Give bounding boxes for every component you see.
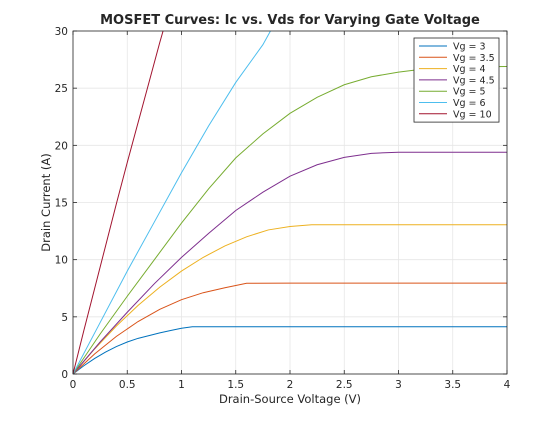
x-tick-label: 1 (178, 379, 185, 391)
legend-entry: Vg = 10 (453, 109, 492, 120)
series-line (72, 30, 164, 375)
x-tick-label: 3 (395, 379, 402, 391)
x-tick-label: 2.5 (336, 379, 353, 391)
x-tick-label: 1.5 (227, 379, 244, 391)
y-tick-label: 15 (55, 198, 68, 210)
y-tick-label: 20 (55, 140, 68, 152)
y-tick-label: 30 (55, 26, 68, 38)
legend-entry: Vg = 3 (453, 42, 486, 53)
y-tick-label: 25 (55, 83, 68, 95)
legend-entry: Vg = 4.5 (453, 75, 495, 86)
series-line (72, 224, 507, 375)
y-tick-label: 5 (61, 312, 68, 324)
chart-title: MOSFET Curves: Ic vs. Vds for Varying Ga… (100, 13, 480, 28)
series-line (72, 282, 507, 375)
tick-labels: 0 0.5 1 1.5 2 2.5 3 3.5 4 0 5 10 15 20 25 30 (55, 26, 511, 391)
legend-entry: Vg = 3.5 (453, 53, 495, 64)
x-tick-label: 0 (70, 379, 77, 391)
legend-entry: Vg = 5 (453, 87, 486, 98)
tick-marks (72, 30, 508, 375)
x-tick-label: 0.5 (119, 379, 136, 391)
y-axis-label: Drain Current (A) (39, 153, 53, 251)
series-lines (72, 30, 508, 375)
y-tick-label: 10 (55, 255, 68, 267)
series-line (72, 30, 271, 375)
legend-entry: Vg = 4 (453, 64, 486, 75)
y-tick-label: 0 (61, 369, 68, 381)
x-axis-label: Drain-Source Voltage (V) (219, 392, 361, 406)
x-tick-label: 4 (504, 379, 511, 391)
legend-entry: Vg = 6 (453, 98, 486, 109)
x-tick-label: 2 (287, 379, 294, 391)
series-line (72, 326, 507, 375)
x-tick-label: 3.5 (444, 379, 461, 391)
legend: Vg = 3Vg = 3.5Vg = 4Vg = 4.5Vg = 5Vg = 6… (413, 37, 500, 123)
series-line (72, 65, 508, 375)
series-line (72, 151, 507, 375)
